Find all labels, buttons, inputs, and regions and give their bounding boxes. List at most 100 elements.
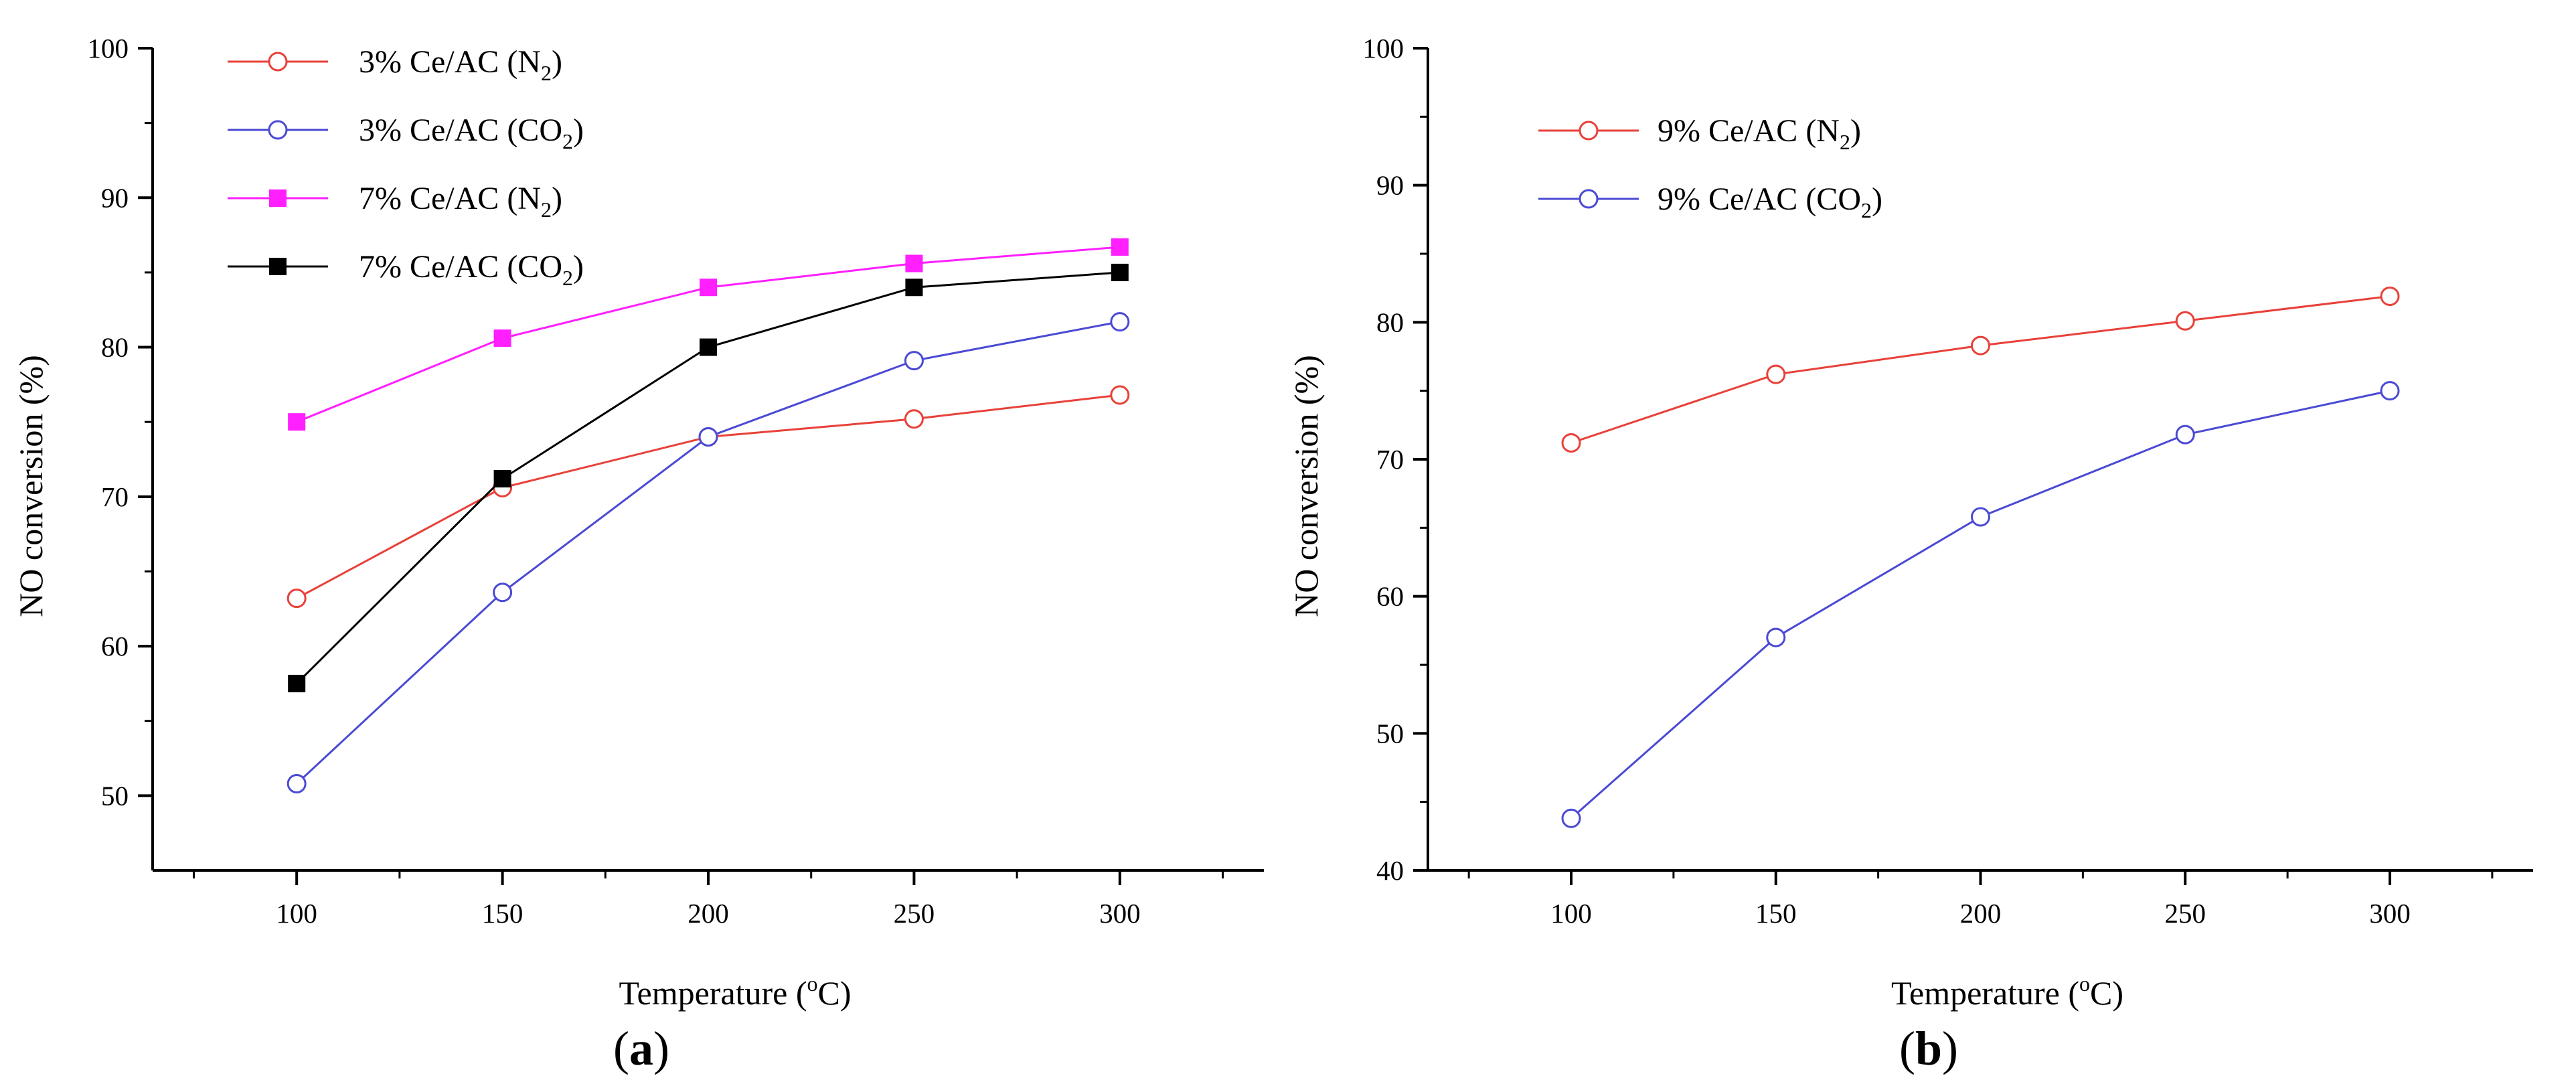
y-tick-label: 50 bbox=[101, 780, 129, 811]
data-point bbox=[904, 409, 924, 429]
legend-label-end: ) bbox=[552, 181, 562, 216]
series-3 bbox=[288, 263, 1129, 692]
panel-label-letter: a bbox=[629, 1022, 653, 1075]
data-point bbox=[1110, 385, 1130, 405]
x-tick-label: 200 bbox=[1960, 898, 2002, 929]
legend-label: 3% Ce/AC (N2) bbox=[359, 44, 562, 85]
data-point bbox=[288, 674, 306, 692]
y-axis-title: NO conversion (%) bbox=[1287, 355, 1325, 617]
data-point bbox=[905, 254, 923, 273]
panel-label-open: ( bbox=[613, 1022, 629, 1075]
data-point bbox=[698, 427, 718, 447]
panel-label-open: ( bbox=[1899, 1022, 1915, 1075]
legend-marker bbox=[268, 52, 288, 72]
data-point bbox=[1111, 263, 1129, 281]
x-tick-label: 150 bbox=[482, 898, 524, 929]
legend-label-end: ) bbox=[573, 112, 584, 148]
y-tick-label: 90 bbox=[101, 182, 129, 213]
chart-panel-b: 40 50 60 70 80 90 100 100 150 200 250 300 NO convers… bbox=[1287, 33, 2533, 1075]
series-line bbox=[1571, 295, 2391, 444]
legend-label-end: ) bbox=[552, 44, 562, 80]
x-tick-label: 100 bbox=[1550, 898, 1592, 929]
legend-entry-2: 7% Ce/AC (N2) bbox=[228, 181, 562, 222]
x-tick-label: 150 bbox=[1755, 898, 1797, 929]
panel-label: (a) bbox=[613, 1022, 669, 1075]
legend-label: 7% Ce/AC (N2) bbox=[359, 181, 562, 222]
legend-label: 9% Ce/AC (N2) bbox=[1658, 113, 1861, 154]
series-line bbox=[1571, 390, 2391, 820]
legend-label-sub: 2 bbox=[541, 198, 552, 222]
legend-label-sub: 2 bbox=[1861, 198, 1872, 222]
legend-label-end: ) bbox=[1872, 181, 1882, 217]
y-tick-label: 100 bbox=[88, 33, 129, 64]
x-axis-title-sup: o bbox=[807, 972, 818, 996]
data-point bbox=[287, 774, 307, 794]
legend-label-main: 7% Ce/AC (CO bbox=[359, 249, 562, 285]
series-0 bbox=[287, 385, 1130, 609]
legend-marker bbox=[269, 258, 287, 275]
y-tick-label: 100 bbox=[1363, 33, 1404, 64]
legend-label-main: 9% Ce/AC (N bbox=[1658, 113, 1840, 149]
data-point bbox=[905, 279, 923, 297]
x-axis-title-text: Temperature ( bbox=[619, 974, 807, 1012]
series-0 bbox=[1561, 286, 2400, 453]
y-tick-label: 70 bbox=[101, 481, 129, 512]
x-tick-label: 200 bbox=[688, 898, 729, 929]
legend-entry-3: 7% Ce/AC (CO2) bbox=[228, 249, 584, 290]
legend-label-end: ) bbox=[1850, 113, 1861, 149]
data-point bbox=[1766, 364, 1786, 384]
data-point bbox=[1561, 808, 1581, 828]
x-axis-title: Temperature (oC) bbox=[1891, 972, 2123, 1012]
series-2 bbox=[288, 238, 1129, 431]
legend-label-sub: 2 bbox=[1840, 130, 1850, 154]
x-tick-label: 300 bbox=[1099, 898, 1141, 929]
legend-label-sub: 2 bbox=[562, 266, 573, 290]
series-line bbox=[296, 394, 1120, 599]
y-axis-title: NO conversion (%) bbox=[12, 355, 50, 617]
series-1 bbox=[287, 312, 1130, 794]
data-point bbox=[2380, 381, 2400, 401]
x-axis-title: Temperature (oC) bbox=[619, 972, 851, 1012]
panel-label-close: ) bbox=[1942, 1022, 1958, 1075]
data-point bbox=[700, 279, 717, 297]
data-point bbox=[700, 338, 717, 356]
panel-label: (b) bbox=[1899, 1022, 1958, 1075]
data-point bbox=[1110, 312, 1130, 332]
y-tick-label: 90 bbox=[1376, 170, 1404, 201]
data-point bbox=[493, 583, 513, 603]
legend-label-main: 7% Ce/AC (N bbox=[359, 181, 541, 216]
x-tick-label: 300 bbox=[2369, 898, 2411, 929]
x-tick-label: 250 bbox=[894, 898, 935, 929]
x-tick-label: 100 bbox=[276, 898, 317, 929]
data-point bbox=[1111, 238, 1129, 256]
legend-label-end: ) bbox=[573, 249, 584, 285]
legend-label: 3% Ce/AC (CO2) bbox=[359, 112, 584, 153]
legend-label-sub: 2 bbox=[562, 129, 573, 153]
y-tick-label: 60 bbox=[101, 631, 129, 662]
x-tick-label: 250 bbox=[2164, 898, 2206, 929]
data-point bbox=[2175, 311, 2195, 331]
x-axis-title-unit: C) bbox=[818, 974, 852, 1012]
x-axis-title-sup: o bbox=[2079, 972, 2090, 996]
y-tick-label: 60 bbox=[1376, 581, 1404, 612]
legend-label-main: 9% Ce/AC (CO bbox=[1658, 181, 1861, 217]
chart-panel-a: 50 60 70 80 90 100 100 150 200 250 300 NO conversio… bbox=[12, 33, 1264, 1075]
data-point bbox=[904, 351, 924, 371]
data-point bbox=[493, 470, 511, 488]
legend-entry-0: 9% Ce/AC (N2) bbox=[1538, 113, 1861, 154]
legend-marker bbox=[268, 120, 288, 140]
y-tick-label: 80 bbox=[1376, 307, 1404, 337]
data-point bbox=[287, 589, 307, 609]
x-axis-title-unit: C) bbox=[2090, 974, 2123, 1012]
data-point bbox=[2380, 286, 2400, 306]
data-point bbox=[1766, 627, 1786, 647]
legend-label-sub: 2 bbox=[541, 61, 552, 85]
data-point bbox=[1561, 433, 1581, 453]
series-line bbox=[296, 321, 1121, 785]
data-point bbox=[1971, 335, 1990, 356]
legend-entry-1: 3% Ce/AC (CO2) bbox=[228, 112, 584, 153]
legend-marker bbox=[1579, 121, 1599, 141]
y-tick-label: 40 bbox=[1376, 855, 1404, 886]
legend-entry-1: 9% Ce/AC (CO2) bbox=[1538, 181, 1882, 222]
